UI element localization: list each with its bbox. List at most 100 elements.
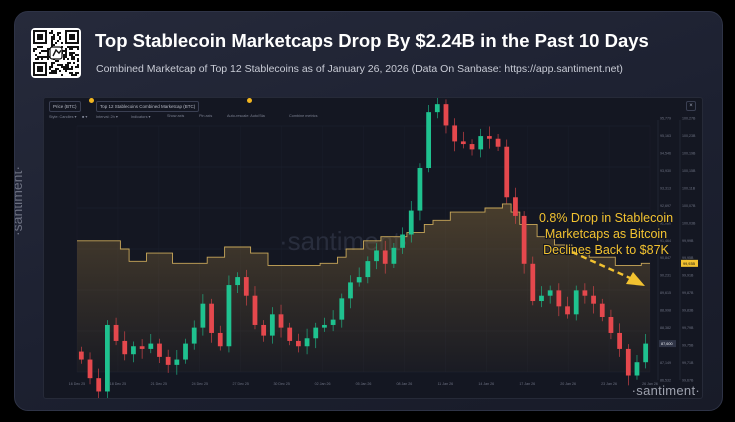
qr-module [51,66,53,68]
candle-body [200,303,206,328]
candle-body [139,346,145,349]
qr-module [71,66,73,68]
candle-body [122,340,128,355]
candle-body [322,324,327,328]
candle-body [486,136,492,139]
candle-body [382,250,388,264]
marketcap-axis-tick-label: 99,75B [682,344,694,348]
marketcap-axis-tick-label: 100,03B [682,221,696,225]
qr-module [65,66,67,68]
marketcap-axis-tick-label: 100,27B [682,117,696,121]
x-axis-tick-label: 26 Jan 26 [642,382,658,386]
legend-chip-metric[interactable]: Top 12 Stablecoins Combined Marketcap (B… [96,101,200,112]
page-title: Top Stablecoin Marketcaps Drop By $2.24B… [95,30,649,51]
qr-module [67,66,69,68]
candle-body [217,332,223,347]
qr-module [77,72,79,74]
qr-module [65,70,67,72]
qr-module [57,68,59,70]
candle-body [104,324,110,392]
qr-module [51,70,53,72]
qr-module [43,56,45,58]
price-axis-tick-label: 90,231 [660,274,671,278]
candle-body [495,138,501,147]
candle-body [582,290,588,296]
qr-module [47,52,49,54]
qr-module [63,50,65,52]
qr-module [77,64,79,66]
control-auto-rescale[interactable]: Auto-rescale: Auto/Sta [227,114,265,118]
candle-body [148,343,154,349]
qr-module [47,54,49,56]
candle-body [304,338,310,347]
close-icon[interactable]: × [686,101,696,111]
annotation-arrow-head [626,272,645,286]
x-axis-tick-label: 21 Dec 25 [151,382,167,386]
qr-module [49,66,51,68]
qr-code[interactable] [31,28,81,78]
qr-module [67,58,69,60]
candle-body [452,125,458,142]
qr-module [59,64,61,66]
candle-body [408,210,414,235]
candle-body [295,340,301,347]
candle-body [339,298,345,320]
qr-module [71,52,73,54]
qr-finder-bl-center [37,66,43,72]
marketcap-badge [681,259,698,267]
qr-module [69,72,71,74]
candle-body [313,327,319,339]
legend-chip-price[interactable]: Price (BTC) [49,101,81,112]
qr-module [57,34,59,36]
price-axis-tick-label: 93,313 [660,186,671,190]
qr-module [63,58,65,60]
candle-body [252,295,258,325]
qr-module [77,48,79,50]
control-style[interactable]: Style: Candles ▾ [49,115,77,119]
qr-module [65,48,67,50]
candle-body [530,263,536,302]
qr-module [59,70,61,72]
qr-module [67,46,69,48]
marketcap-axis-tick-label: 99,95B [682,256,694,260]
candle-body [391,247,397,264]
qr-module [51,32,53,34]
qr-module [39,52,41,54]
qr-module [65,56,67,58]
x-axis-tick-label: 02 Jan 26 [315,382,331,386]
qr-module [57,32,59,34]
price-axis-tick-label: 88,382 [660,326,671,330]
qr-module [61,74,63,76]
qr-module [75,72,77,74]
marketcap-axis-tick-label: 99,99B [682,239,694,243]
qr-module [51,38,53,40]
qr-module [69,46,71,48]
control-interval[interactable]: Interval: 2h ▾ [96,115,118,119]
qr-module [53,38,55,40]
candle-body [469,144,475,150]
control-show-axis[interactable]: Show axis [167,114,185,118]
control-pin-axis[interactable]: Pin axis [199,114,213,118]
qr-module [51,62,53,64]
candle-body [374,250,379,262]
qr-module [37,46,39,48]
control-combine-metrics[interactable]: Combine metrics [289,114,318,118]
price-axis-tick-label: 87,149 [660,361,671,365]
qr-module [65,68,67,70]
qr-module [67,62,69,64]
control-indicators[interactable]: Indicators ▾ [131,115,151,119]
candle-body [356,277,362,283]
qr-module [51,36,53,38]
qr-module [71,56,73,58]
x-axis-tick-label: 14 Jan 26 [478,382,494,386]
candle-body [226,285,232,347]
control-color[interactable]: ■ ▾ [82,115,88,119]
x-axis-tick-label: 24 Dec 25 [192,382,208,386]
qr-module [51,30,53,32]
qr-module [73,52,75,54]
price-axis-tick-label: 91,464 [660,239,671,243]
candle-body [608,316,614,333]
qr-module [61,46,63,48]
qr-module [59,32,61,34]
qr-module [51,40,53,42]
